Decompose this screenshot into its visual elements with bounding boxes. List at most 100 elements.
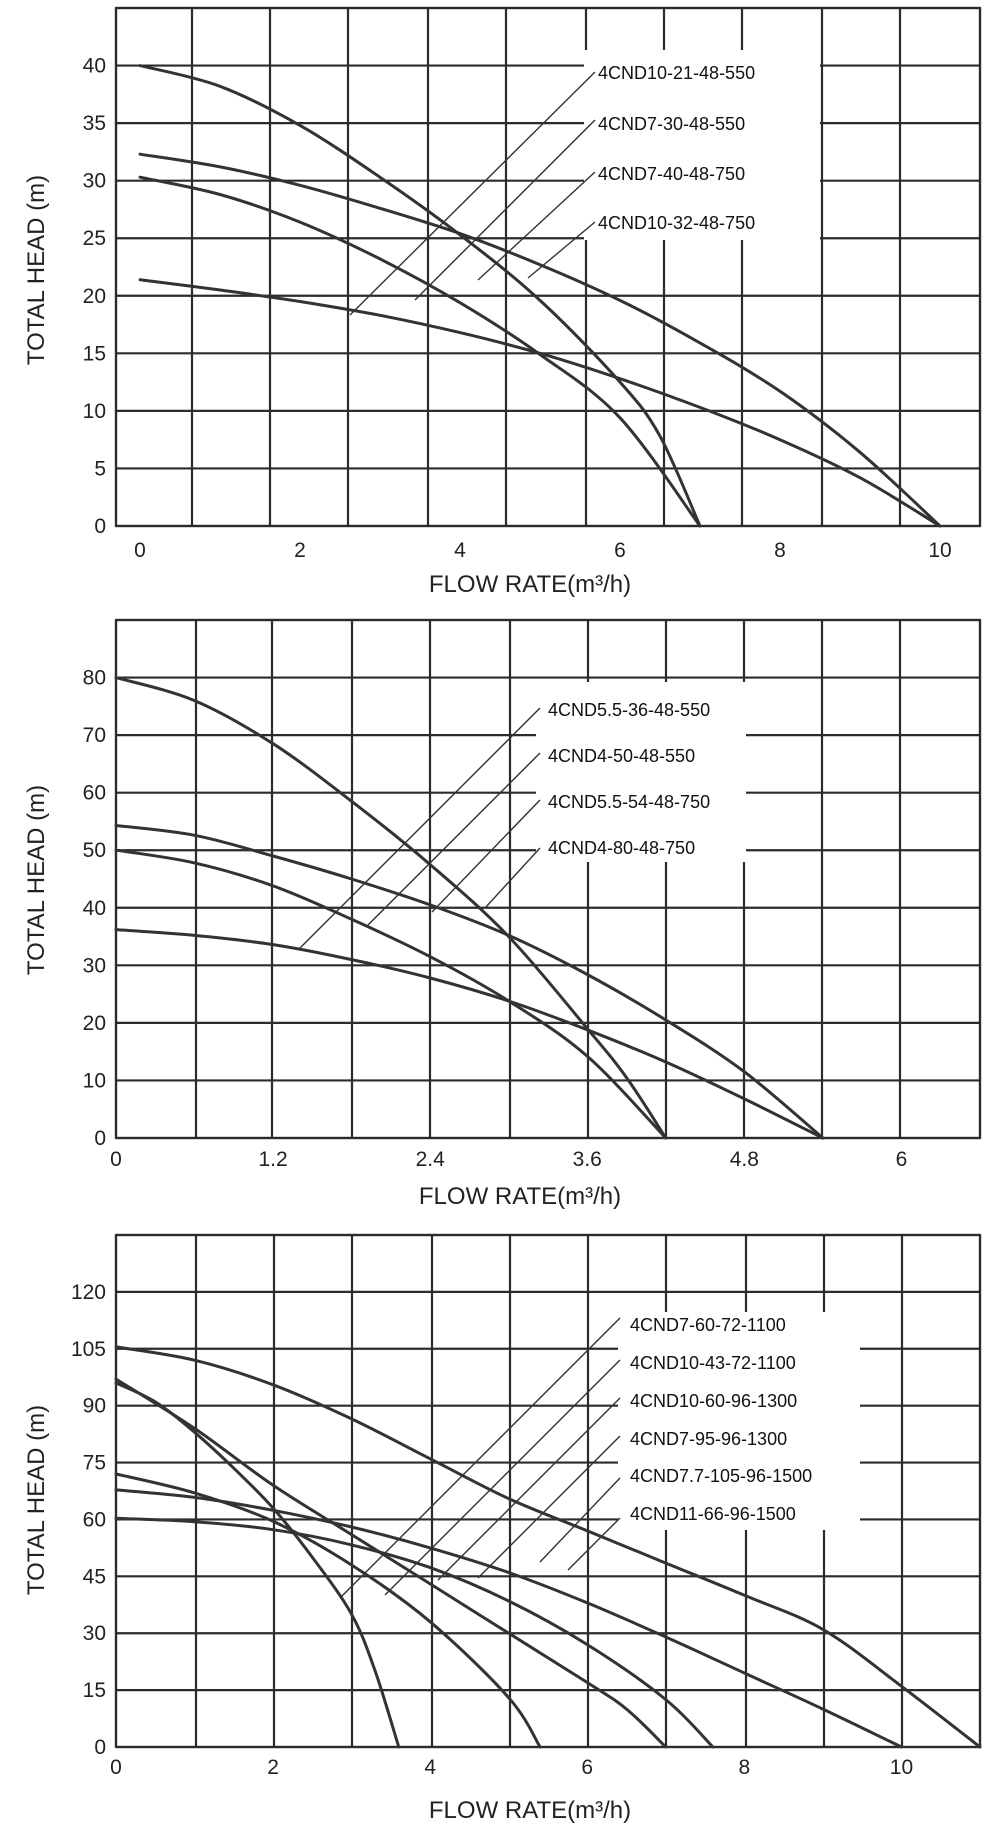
- chart-1-y-tick-label: 25: [83, 227, 106, 250]
- chart-2-y-tick-label: 20: [83, 1012, 106, 1035]
- chart-2-y-tick-label: 40: [83, 897, 106, 920]
- chart-2-leader-3: [431, 799, 541, 913]
- chart-2-x-tick-labels: 0 1.2 2.4 3.6 4.8 6: [110, 1148, 907, 1171]
- chart-2-legend-item-4: 4CND4-80-48-750: [548, 838, 695, 858]
- chart-3-x-tick-label: 8: [739, 1756, 751, 1779]
- chart-1-y-tick-label: 10: [83, 400, 106, 423]
- curve-4cnd11-66-96-1500: [114, 1345, 982, 1749]
- curve-4cnd4-50-48-550: [114, 848, 668, 1140]
- chart-1-curves: [138, 64, 942, 528]
- chart-3-x-tick-labels: 0 2 4 6 8 10: [110, 1756, 913, 1779]
- curve-4cnd7-7-105-96-1500: [114, 1488, 903, 1749]
- chart-2-legend: 4CND5.5-36-48-550 4CND4-50-48-550 4CND5.…: [548, 700, 710, 858]
- chart-3-legend-item-5: 4CND7.7-105-96-1500: [630, 1466, 812, 1486]
- chart-1-x-tick-label: 2: [294, 539, 306, 562]
- chart-3-leaders: [339, 1317, 621, 1599]
- curve-4cnd7-60-72-1100: [114, 1472, 542, 1749]
- chart-2-leader-4: [484, 847, 541, 909]
- chart-1-y-tick-label: 35: [83, 112, 106, 135]
- chart-1-x-tick-label: 10: [928, 539, 951, 562]
- chart-1-y-tick-label: 20: [83, 285, 106, 308]
- chart-1-leader-2: [414, 119, 596, 301]
- chart-3-y-tick-label: 75: [83, 1452, 106, 1475]
- chart-1-y-axis-label: TOTAL HEAD (m): [23, 175, 50, 365]
- chart-3-x-tick-label: 0: [110, 1756, 122, 1779]
- chart-3: 4CND7-60-72-1100 4CND10-43-72-1100 4CND1…: [23, 1233, 982, 1824]
- chart-1-x-tick-label: 6: [614, 539, 626, 562]
- chart-1-y-tick-label: 5: [94, 457, 106, 480]
- chart-3-x-tick-label: 4: [424, 1756, 436, 1779]
- chart-2-legend-item-2: 4CND4-50-48-550: [548, 746, 695, 766]
- chart-1: 4CND10-21-48-550 4CND7-30-48-550 4CND7-4…: [23, 6, 982, 598]
- chart-2-x-tick-label: 6: [896, 1148, 908, 1171]
- chart-3-y-tick-label: 15: [83, 1679, 106, 1702]
- chart-3-x-tick-label: 10: [890, 1756, 913, 1779]
- chart-2-y-tick-labels: 0 10 20 30 40 50 60 70 80: [83, 667, 106, 1150]
- chart-2-x-tick-label: 3.6: [573, 1148, 602, 1171]
- chart-2-frame: [114, 618, 982, 1140]
- chart-3-y-tick-label: 120: [71, 1281, 106, 1304]
- chart-1-x-tick-labels: 0 2 4 6 8 10: [134, 539, 952, 562]
- chart-2-x-tick-label: 0: [110, 1148, 122, 1171]
- chart-1-x-axis-label: FLOW RATE(m³/h): [429, 571, 631, 598]
- curve-4cnd7-30-48-550: [138, 175, 702, 528]
- chart-3-legend-item-2: 4CND10-43-72-1100: [630, 1353, 796, 1373]
- chart-3-leader-1: [339, 1317, 621, 1599]
- chart-2-x-tick-label: 2.4: [416, 1148, 446, 1171]
- curve-4cnd4-80-48-750: [114, 676, 668, 1140]
- chart-2-y-tick-label: 50: [83, 839, 106, 862]
- chart-3-y-tick-labels: 0 15 30 45 60 75 90 105 120: [71, 1281, 106, 1759]
- chart-1-y-tick-label: 15: [83, 342, 106, 365]
- chart-3-y-tick-label: 0: [94, 1736, 106, 1759]
- chart-2-y-tick-label: 80: [83, 667, 106, 690]
- chart-1-y-tick-label: 30: [83, 170, 106, 193]
- chart-3-legend-item-4: 4CND7-95-96-1300: [630, 1429, 787, 1449]
- chart-3-x-tick-label: 6: [581, 1756, 593, 1779]
- chart-3-y-tick-label: 60: [83, 1508, 106, 1531]
- chart-3-y-axis-label: TOTAL HEAD (m): [23, 1405, 50, 1595]
- chart-2-y-tick-label: 30: [83, 954, 106, 977]
- curve-4cnd10-60-96-1300: [114, 1381, 401, 1749]
- chart-2-legend-item-1: 4CND5.5-36-48-550: [548, 700, 710, 720]
- chart-2-leaders: [297, 707, 541, 951]
- chart-3-legend-item-3: 4CND10-60-96-1300: [630, 1391, 797, 1411]
- curve-4cnd10-21-48-550: [138, 278, 942, 528]
- chart-1-y-tick-label: 0: [94, 515, 106, 538]
- chart-3-leader-5: [539, 1477, 621, 1563]
- chart-1-legend-item-3: 4CND7-40-48-750: [598, 164, 745, 184]
- chart-1-legend-box: [584, 50, 820, 240]
- chart-3-x-axis-label: FLOW RATE(m³/h): [429, 1797, 631, 1824]
- chart-2-y-tick-label: 70: [83, 724, 106, 747]
- chart-3-curves: [114, 1345, 982, 1749]
- chart-3-x-tick-label: 2: [267, 1756, 279, 1779]
- chart-2-x-axis-label: FLOW RATE(m³/h): [419, 1183, 621, 1210]
- chart-1-x-tick-label: 0: [134, 539, 146, 562]
- curve-4cnd10-43-72-1100: [114, 1516, 715, 1749]
- chart-3-leader-4: [477, 1435, 621, 1579]
- chart-1-leader-1: [349, 71, 596, 316]
- chart-1-legend-item-1: 4CND10-21-48-550: [598, 63, 755, 83]
- chart-2: 4CND5.5-36-48-550 4CND4-50-48-550 4CND5.…: [23, 618, 982, 1210]
- chart-3-y-tick-label: 90: [83, 1395, 106, 1418]
- chart-1-x-tick-label: 4: [454, 539, 466, 562]
- chart-3-y-tick-label: 45: [83, 1565, 106, 1588]
- chart-2-y-axis-label: TOTAL HEAD (m): [23, 785, 50, 975]
- curve-4cnd5-5-54-48-750: [114, 824, 825, 1140]
- chart-1-legend-item-4: 4CND10-32-48-750: [598, 213, 755, 233]
- chart-3-legend: 4CND7-60-72-1100 4CND10-43-72-1100 4CND1…: [630, 1315, 812, 1524]
- chart-1-y-tick-label: 40: [83, 55, 106, 78]
- chart-2-x-tick-label: 4.8: [730, 1148, 759, 1171]
- chart-1-leader-4: [527, 221, 596, 279]
- chart-1-legend: 4CND10-21-48-550 4CND7-30-48-550 4CND7-4…: [598, 63, 755, 233]
- chart-3-y-tick-label: 30: [83, 1622, 106, 1645]
- chart-2-legend-box: [536, 682, 746, 862]
- chart-1-leader-3: [477, 171, 596, 281]
- chart-3-leader-6: [567, 1517, 621, 1571]
- chart-1-y-tick-labels: 0 5 10 15 20 25 30 35 40: [83, 55, 106, 538]
- chart-1-frame: [114, 6, 982, 528]
- chart-1-leaders: [349, 71, 596, 316]
- chart-2-y-tick-label: 60: [83, 782, 106, 805]
- chart-3-leader-3: [437, 1397, 621, 1581]
- chart-2-legend-item-3: 4CND5.5-54-48-750: [548, 792, 710, 812]
